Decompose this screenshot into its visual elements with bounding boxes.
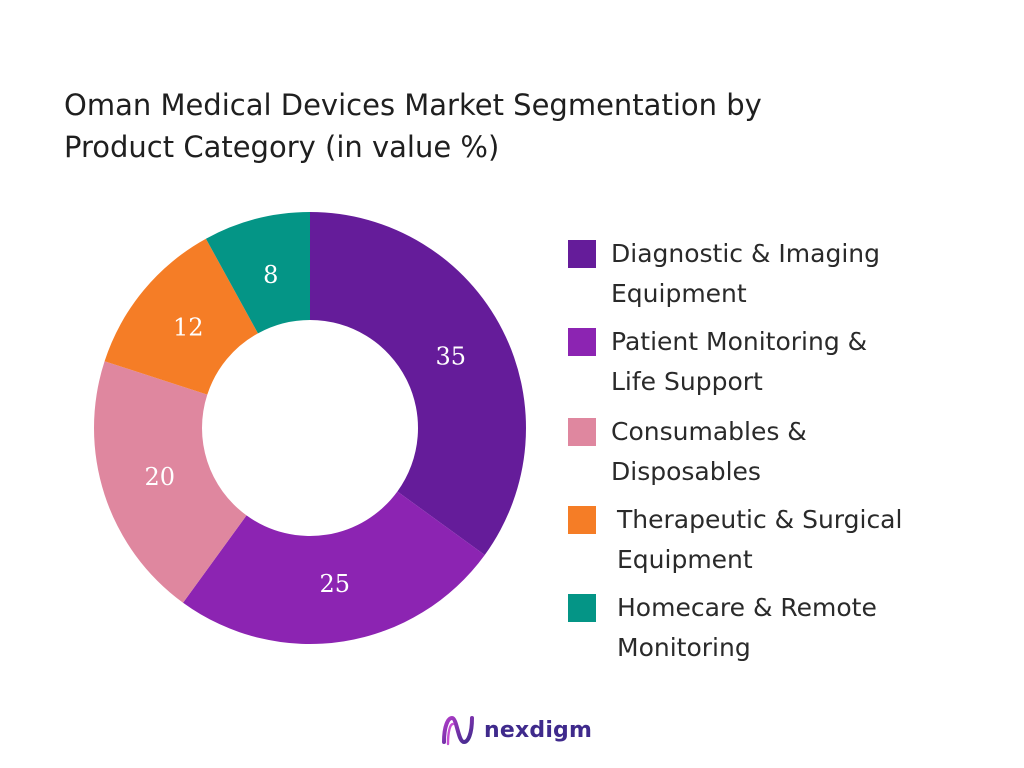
legend-label-line: Homecare & Remote	[617, 593, 877, 622]
chart-title-line-1: Oman Medical Devices Market Segmentation…	[64, 88, 762, 122]
legend-label-line: Equipment	[617, 545, 753, 574]
slice-value-label-consumables: 20	[144, 463, 175, 491]
donut-slice-consumables	[94, 361, 247, 603]
legend-label: Consumables & Disposables	[611, 412, 807, 492]
legend-label: Diagnostic & Imaging Equipment	[611, 234, 880, 314]
brand-name: nexdigm	[484, 717, 593, 743]
legend-label-line: Monitoring	[617, 633, 751, 662]
chart-title-line-2: Product Category (in value %)	[64, 130, 500, 164]
slice-value-label-therapeutic-surgical: 12	[173, 313, 204, 341]
slice-value-label-diagnostic-imaging: 35	[436, 342, 467, 370]
legend-swatch	[568, 506, 596, 534]
donut-slices	[94, 212, 526, 644]
legend-label-line: Equipment	[611, 279, 747, 308]
legend-label-line: Consumables &	[611, 417, 807, 446]
nexdigm-logo-icon	[442, 715, 474, 746]
donut-slice-homecare-remote	[205, 212, 310, 334]
donut-slice-therapeutic-surgical	[104, 238, 258, 395]
legend-swatch	[568, 418, 596, 446]
legend-label: Patient Monitoring & Life Support	[611, 322, 867, 402]
legend-label-line: Therapeutic & Surgical	[617, 505, 903, 534]
legend-label-line: Life Support	[611, 367, 763, 396]
slice-value-label-homecare-remote: 8	[263, 261, 278, 289]
legend-swatch	[568, 240, 596, 268]
legend-swatch	[568, 594, 596, 622]
donut-slice-labels: 35 25 20 12 8	[144, 261, 466, 598]
legend-label-line: Patient Monitoring &	[611, 327, 868, 356]
legend-label: Homecare & Remote Monitoring	[617, 588, 877, 668]
brand-footer: nexdigm	[440, 712, 592, 748]
donut-slice-diagnostic-imaging	[310, 212, 526, 555]
legend-label: Therapeutic & Surgical Equipment	[617, 500, 902, 580]
donut-slice-patient-monitoring	[183, 491, 485, 644]
legend-label-line: Diagnostic & Imaging	[611, 239, 881, 268]
chart-title: Oman Medical Devices Market Segmentation…	[64, 84, 924, 168]
slice-value-label-patient-monitoring: 25	[319, 570, 350, 598]
legend-swatch	[568, 328, 596, 356]
legend-label-line: Disposables	[611, 457, 761, 486]
